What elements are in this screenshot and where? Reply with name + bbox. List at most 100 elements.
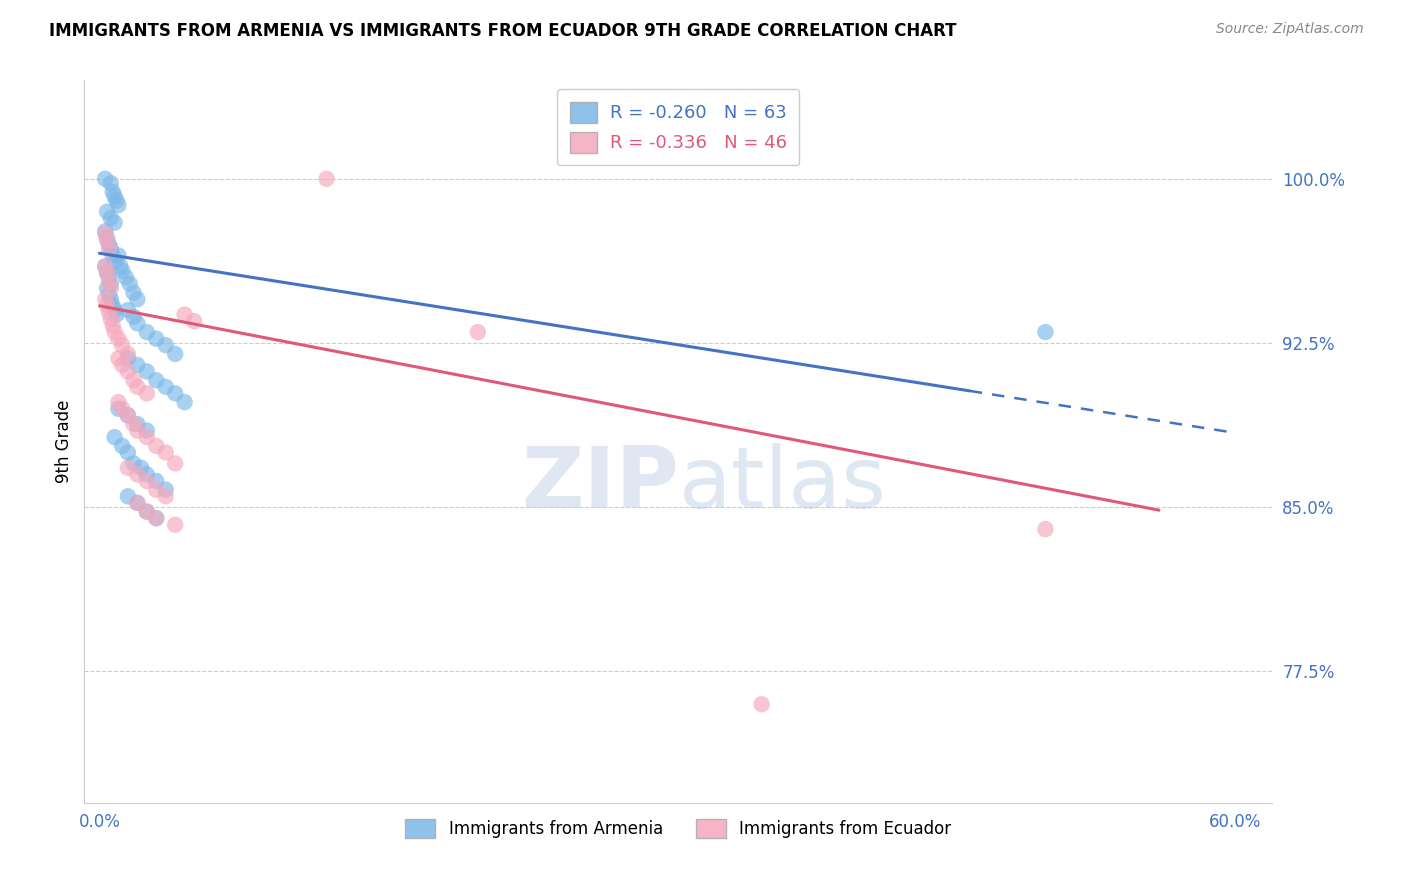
Point — [96, 299, 118, 313]
Point — [97, 288, 120, 302]
Point — [145, 439, 167, 453]
Point — [94, 260, 117, 274]
Point — [111, 401, 134, 416]
Point — [101, 299, 124, 313]
Point — [105, 308, 128, 322]
Point — [97, 275, 120, 289]
Text: IMMIGRANTS FROM ARMENIA VS IMMIGRANTS FROM ECUADOR 9TH GRADE CORRELATION CHART: IMMIGRANTS FROM ARMENIA VS IMMIGRANTS FR… — [49, 22, 956, 40]
Point — [127, 417, 149, 431]
Point — [1035, 325, 1057, 339]
Point — [135, 474, 157, 488]
Point — [94, 171, 117, 186]
Point — [165, 457, 187, 471]
Point — [117, 347, 139, 361]
Point — [100, 281, 122, 295]
Point — [97, 270, 120, 285]
Point — [127, 358, 149, 372]
Point — [145, 511, 167, 525]
Point — [315, 171, 337, 186]
Point — [107, 351, 129, 366]
Point — [173, 308, 195, 322]
Point — [100, 277, 122, 291]
Point — [96, 204, 118, 219]
Point — [115, 270, 138, 285]
Point — [107, 395, 129, 409]
Point — [135, 364, 157, 378]
Point — [104, 189, 127, 203]
Text: ZIP: ZIP — [520, 443, 679, 526]
Point — [117, 460, 139, 475]
Legend: Immigrants from Armenia, Immigrants from Ecuador: Immigrants from Armenia, Immigrants from… — [398, 813, 959, 845]
Point — [100, 242, 122, 256]
Point — [155, 338, 177, 352]
Point — [129, 460, 152, 475]
Point — [173, 395, 195, 409]
Point — [96, 266, 118, 280]
Point — [100, 211, 122, 226]
Point — [145, 373, 167, 387]
Point — [94, 227, 117, 241]
Point — [94, 224, 117, 238]
Point — [111, 439, 134, 453]
Point — [104, 303, 127, 318]
Point — [100, 292, 122, 306]
Point — [751, 698, 773, 712]
Point — [135, 505, 157, 519]
Point — [97, 305, 120, 319]
Point — [165, 347, 187, 361]
Point — [105, 194, 128, 208]
Point — [107, 198, 129, 212]
Point — [135, 467, 157, 482]
Point — [127, 316, 149, 330]
Point — [127, 292, 149, 306]
Point — [135, 325, 157, 339]
Point — [155, 483, 177, 497]
Point — [135, 430, 157, 444]
Point — [127, 496, 149, 510]
Point — [135, 424, 157, 438]
Point — [97, 242, 120, 256]
Point — [107, 248, 129, 262]
Point — [127, 467, 149, 482]
Point — [111, 358, 134, 372]
Point — [96, 233, 118, 247]
Point — [135, 505, 157, 519]
Point — [94, 292, 117, 306]
Point — [117, 364, 139, 378]
Point — [107, 401, 129, 416]
Point — [117, 351, 139, 366]
Point — [155, 489, 177, 503]
Point — [127, 380, 149, 394]
Point — [127, 424, 149, 438]
Point — [155, 445, 177, 459]
Text: Source: ZipAtlas.com: Source: ZipAtlas.com — [1216, 22, 1364, 37]
Point — [100, 312, 122, 326]
Point — [104, 430, 127, 444]
Point — [183, 314, 205, 328]
Point — [104, 255, 127, 269]
Point — [145, 332, 167, 346]
Point — [104, 325, 127, 339]
Point — [111, 338, 134, 352]
Point — [96, 281, 118, 295]
Point — [110, 260, 132, 274]
Point — [107, 332, 129, 346]
Point — [117, 445, 139, 459]
Point — [104, 216, 127, 230]
Point — [145, 474, 167, 488]
Point — [135, 386, 157, 401]
Point — [122, 310, 145, 324]
Point — [111, 264, 134, 278]
Point — [117, 489, 139, 503]
Point — [101, 248, 124, 262]
Point — [155, 380, 177, 394]
Point — [101, 185, 124, 199]
Point — [118, 277, 141, 291]
Text: atlas: atlas — [679, 443, 886, 526]
Point — [117, 409, 139, 423]
Y-axis label: 9th Grade: 9th Grade — [55, 400, 73, 483]
Point — [122, 373, 145, 387]
Point — [165, 386, 187, 401]
Point — [96, 266, 118, 280]
Point — [94, 260, 117, 274]
